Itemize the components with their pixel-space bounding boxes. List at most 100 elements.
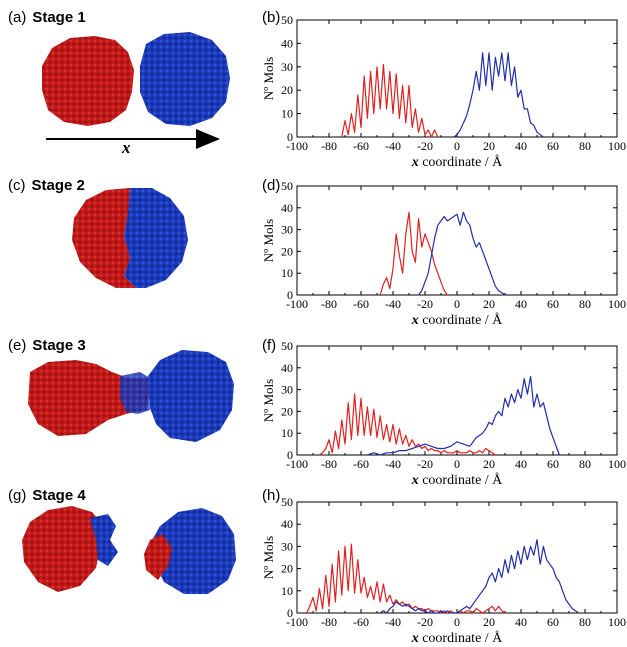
x-tick-label: -60 [353,139,369,153]
x-tick-label: 100 [608,297,626,311]
x-axis-label: x coordinate / Å [411,630,503,646]
x-tick-label: 100 [608,457,626,471]
y-tick-label: 30 [281,60,293,74]
x-tick-label: -20 [417,139,433,153]
x-tick-label: -20 [417,297,433,311]
x-tick-label: -100 [286,615,308,629]
x-tick-label: 0 [454,139,460,153]
stage-label-2: (c) Stage 2 [8,177,85,194]
x-tick-label: 80 [579,139,591,153]
blue-cluster [124,188,188,288]
stage1-clusters: x [42,32,230,157]
chart-1: -100 -80 -60 -40 -20 0 20 40 60 80 100 0 10 20 30 40 50 x… [261,13,626,170]
stage4-clusters [22,506,236,594]
stage-name: Stage 1 [32,9,86,26]
blue-series-line [418,211,506,296]
x-tick-label: 60 [547,139,559,153]
x-axis-label-rest: coordinate / Å [419,312,503,328]
y-tick-label: 50 [281,339,293,353]
x-tick-label: 20 [483,139,495,153]
y-tick-label: 0 [287,130,293,144]
panel-tag-h: (h) [262,487,281,504]
x-tick-label: 80 [579,457,591,471]
red-series-line [306,543,506,614]
x-tick-label: 0 [454,297,460,311]
y-tick-label: 10 [281,426,293,440]
y-tick-label: 20 [281,562,293,576]
y-tick-label: 10 [281,107,293,121]
stage-tag: (e) [8,337,27,354]
x-tick-label: -60 [353,615,369,629]
y-tick-label: 20 [281,404,293,418]
red-series-line [341,63,439,138]
x-tick-label: 60 [547,615,559,629]
x-tick-label: 0 [454,615,460,629]
blue-cluster [148,350,234,442]
red-series-line [319,393,496,456]
x-axis-label-rest: coordinate / Å [419,472,503,488]
y-tick-label: 30 [281,223,293,237]
x-tick-label: 40 [515,297,527,311]
blue-series-line [367,375,560,456]
x-tick-label: -80 [321,457,337,471]
x-tick-label: 100 [608,139,626,153]
x-axis-label-rest: coordinate / Å [419,154,503,170]
red-fragment [144,534,172,580]
red-cluster [72,188,136,288]
plot-frame [296,501,618,614]
blue-cluster [150,508,236,594]
stage2-clusters [72,188,188,288]
x-tick-label: 20 [483,457,495,471]
x-axis-label-var: x [411,313,419,328]
y-tick-label: 30 [281,539,293,553]
x-tick-label: -20 [417,615,433,629]
plot-frame [296,185,618,296]
x-tick-label: -80 [321,139,337,153]
y-tick-label: 0 [287,448,293,462]
stage-tag: (a) [8,9,27,26]
x-tick-label: -80 [321,297,337,311]
y-axis-label: Nº Mols [261,536,276,579]
x-axis-label: x coordinate / Å [411,472,503,488]
chart-4: -100 -80 -60 -40 -20 0 20 40 60 80 100 0 10 20 30 40 50 x… [261,495,626,646]
y-tick-label: 40 [281,517,293,531]
x-tick-label: 40 [515,457,527,471]
red-cluster [22,506,104,592]
x-axis-label: x coordinate / Å [411,154,503,170]
y-tick-label: 40 [281,201,293,215]
x-axis-label-var: x [411,155,419,170]
plot-frame [296,19,618,138]
x-tick-label: -100 [286,457,308,471]
stage-tag: (c) [8,177,26,194]
x-tick-label: -60 [353,297,369,311]
y-axis-label: Nº Mols [261,219,276,262]
x-tick-label: 20 [483,297,495,311]
x-axis-label-var: x [411,473,419,488]
y-tick-label: 10 [281,584,293,598]
stage-label-1: (a) Stage 1 [8,9,86,26]
stage-label-4: (g) Stage 4 [8,487,86,504]
x-tick-label: -40 [385,297,401,311]
x-arrow-label: x [121,138,131,157]
y-tick-label: 20 [281,83,293,97]
stage-name: Stage 4 [32,487,86,504]
x-tick-label: 40 [515,139,527,153]
x-tick-label: 80 [579,615,591,629]
stage3-clusters [28,350,234,442]
red-series-line [379,211,448,296]
x-tick-label: -100 [286,139,308,153]
y-tick-label: 10 [281,266,293,280]
stage-name: Stage 3 [32,337,86,354]
x-tick-label: -40 [385,139,401,153]
y-tick-label: 40 [281,36,293,50]
stage-tag: (g) [8,487,27,504]
x-axis-label-rest: coordinate / Å [419,630,503,646]
x-tick-label: 60 [547,457,559,471]
plots-group: -100 -80 -60 -40 -20 0 20 40 60 80 10001020304050x… [261,13,626,646]
x-axis-label-var: x [411,631,419,646]
x-tick-label: 100 [608,615,626,629]
x-tick-label: -40 [385,615,401,629]
y-tick-label: 50 [281,13,293,27]
blue-series-line [379,539,579,614]
